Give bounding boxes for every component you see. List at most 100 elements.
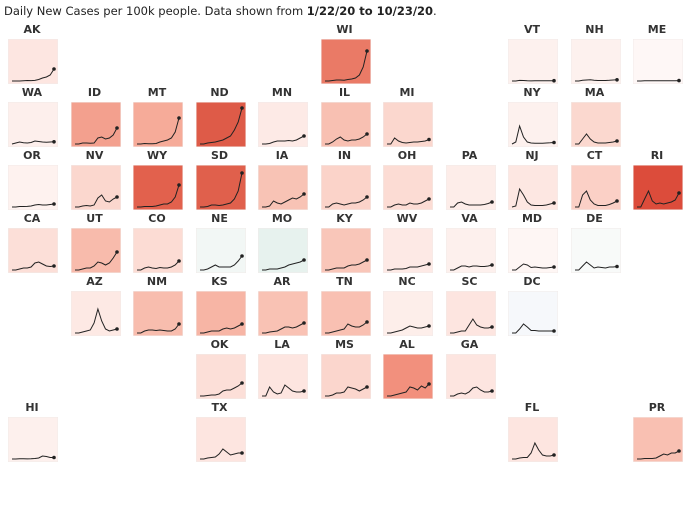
state-label: TN bbox=[336, 275, 353, 288]
series-line bbox=[199, 255, 242, 271]
series-line bbox=[387, 383, 430, 397]
sparkline-box bbox=[383, 228, 433, 273]
state-label: MS bbox=[335, 338, 354, 351]
state-tile-va: VA bbox=[444, 213, 496, 273]
tile-background bbox=[320, 291, 371, 336]
sparkline-chart bbox=[508, 39, 558, 84]
series-line bbox=[574, 261, 617, 271]
sparkline-box bbox=[133, 165, 183, 210]
last-value-dot bbox=[552, 453, 556, 457]
state-tile-ms: MS bbox=[319, 339, 371, 399]
sparkline-box bbox=[383, 165, 433, 210]
tile-background bbox=[133, 228, 183, 273]
title-end-date: 10/23/20 bbox=[376, 4, 434, 18]
sparkline-chart bbox=[633, 165, 683, 210]
series-line bbox=[262, 259, 305, 271]
state-label: IA bbox=[275, 149, 289, 162]
last-value-dot bbox=[614, 139, 619, 143]
last-value-dot bbox=[52, 67, 56, 71]
series-line bbox=[512, 79, 554, 82]
last-value-dot bbox=[239, 381, 244, 385]
sparkline-box bbox=[133, 102, 183, 147]
title-start-date: 1/22/20 bbox=[306, 4, 356, 18]
state-label: FL bbox=[524, 401, 540, 414]
series-line bbox=[199, 172, 242, 208]
state-label: VT bbox=[523, 23, 541, 36]
tile-background bbox=[320, 228, 371, 273]
sparkline-box bbox=[8, 39, 58, 84]
sparkline-box bbox=[570, 39, 621, 84]
state-label: SD bbox=[210, 149, 229, 162]
sparkline-box bbox=[508, 39, 558, 84]
tile-background bbox=[320, 165, 371, 210]
state-label: AR bbox=[273, 275, 291, 288]
last-value-dot bbox=[552, 265, 556, 269]
series-line bbox=[387, 198, 430, 208]
state-label: MO bbox=[271, 212, 293, 225]
sparkline-box bbox=[320, 39, 371, 84]
last-value-dot bbox=[114, 250, 119, 254]
state-label: CA bbox=[23, 212, 41, 225]
last-value-dot bbox=[677, 449, 681, 453]
series-line bbox=[74, 194, 117, 208]
last-value-dot bbox=[52, 202, 56, 206]
sparkline-chart bbox=[633, 39, 683, 84]
state-tile-nm: NM bbox=[131, 276, 183, 336]
last-value-dot bbox=[114, 126, 119, 130]
state-label: MA bbox=[584, 86, 605, 99]
state-tile-il: IL bbox=[319, 87, 371, 147]
series-line bbox=[574, 133, 617, 145]
state-label: DE bbox=[586, 212, 603, 225]
last-value-dot bbox=[427, 137, 431, 142]
sparkline-box bbox=[320, 291, 371, 336]
tile-background bbox=[508, 291, 558, 336]
tile-background bbox=[383, 291, 433, 336]
state-tile-vt: VT bbox=[506, 24, 558, 84]
sparkline-chart bbox=[195, 354, 246, 399]
tile-background bbox=[70, 228, 121, 273]
series-line bbox=[199, 107, 242, 145]
state-label: GA bbox=[460, 338, 479, 351]
sparkline-chart bbox=[8, 228, 58, 273]
sparkline-chart bbox=[195, 417, 246, 462]
state-tile-ak: AK bbox=[6, 24, 58, 84]
sparkline-chart bbox=[258, 354, 308, 399]
state-tile-md: MD bbox=[506, 213, 558, 273]
series-line bbox=[324, 196, 367, 208]
state-tile-ny: NY bbox=[506, 87, 558, 147]
state-label: MN bbox=[271, 86, 293, 99]
series-line bbox=[262, 193, 305, 208]
state-tile-or: OR bbox=[6, 150, 58, 210]
last-value-dot bbox=[239, 322, 244, 326]
series-line bbox=[512, 441, 555, 460]
sparkline-box bbox=[508, 291, 558, 336]
sparkline-chart bbox=[570, 228, 621, 273]
sparkline-chart bbox=[195, 228, 246, 273]
series-line bbox=[511, 187, 555, 208]
sparkline-box bbox=[383, 354, 433, 399]
state-tile-oh: OH bbox=[381, 150, 433, 210]
series-line bbox=[324, 133, 367, 145]
sparkline-chart bbox=[70, 102, 121, 147]
sparkline-box bbox=[508, 228, 558, 273]
last-value-dot bbox=[677, 191, 681, 195]
sparkline-chart bbox=[258, 291, 308, 336]
sparkline-box bbox=[320, 102, 371, 147]
tile-background bbox=[508, 39, 558, 84]
state-tile-fl: FL bbox=[506, 402, 558, 462]
tile-background bbox=[8, 417, 58, 462]
series-line bbox=[574, 190, 617, 208]
state-tile-tx: TX bbox=[194, 402, 246, 462]
sparkline-chart bbox=[320, 291, 371, 336]
state-tile-ia: IA bbox=[256, 150, 308, 210]
sparkline-chart bbox=[570, 39, 621, 84]
last-value-dot bbox=[52, 140, 56, 144]
state-label: NV bbox=[85, 149, 104, 162]
sparkline-box bbox=[445, 165, 496, 210]
last-value-dot bbox=[239, 106, 244, 110]
last-value-dot bbox=[364, 132, 369, 136]
tile-background bbox=[195, 291, 246, 336]
last-value-dot bbox=[239, 171, 244, 175]
series-line bbox=[511, 124, 555, 145]
series-line bbox=[12, 68, 55, 82]
